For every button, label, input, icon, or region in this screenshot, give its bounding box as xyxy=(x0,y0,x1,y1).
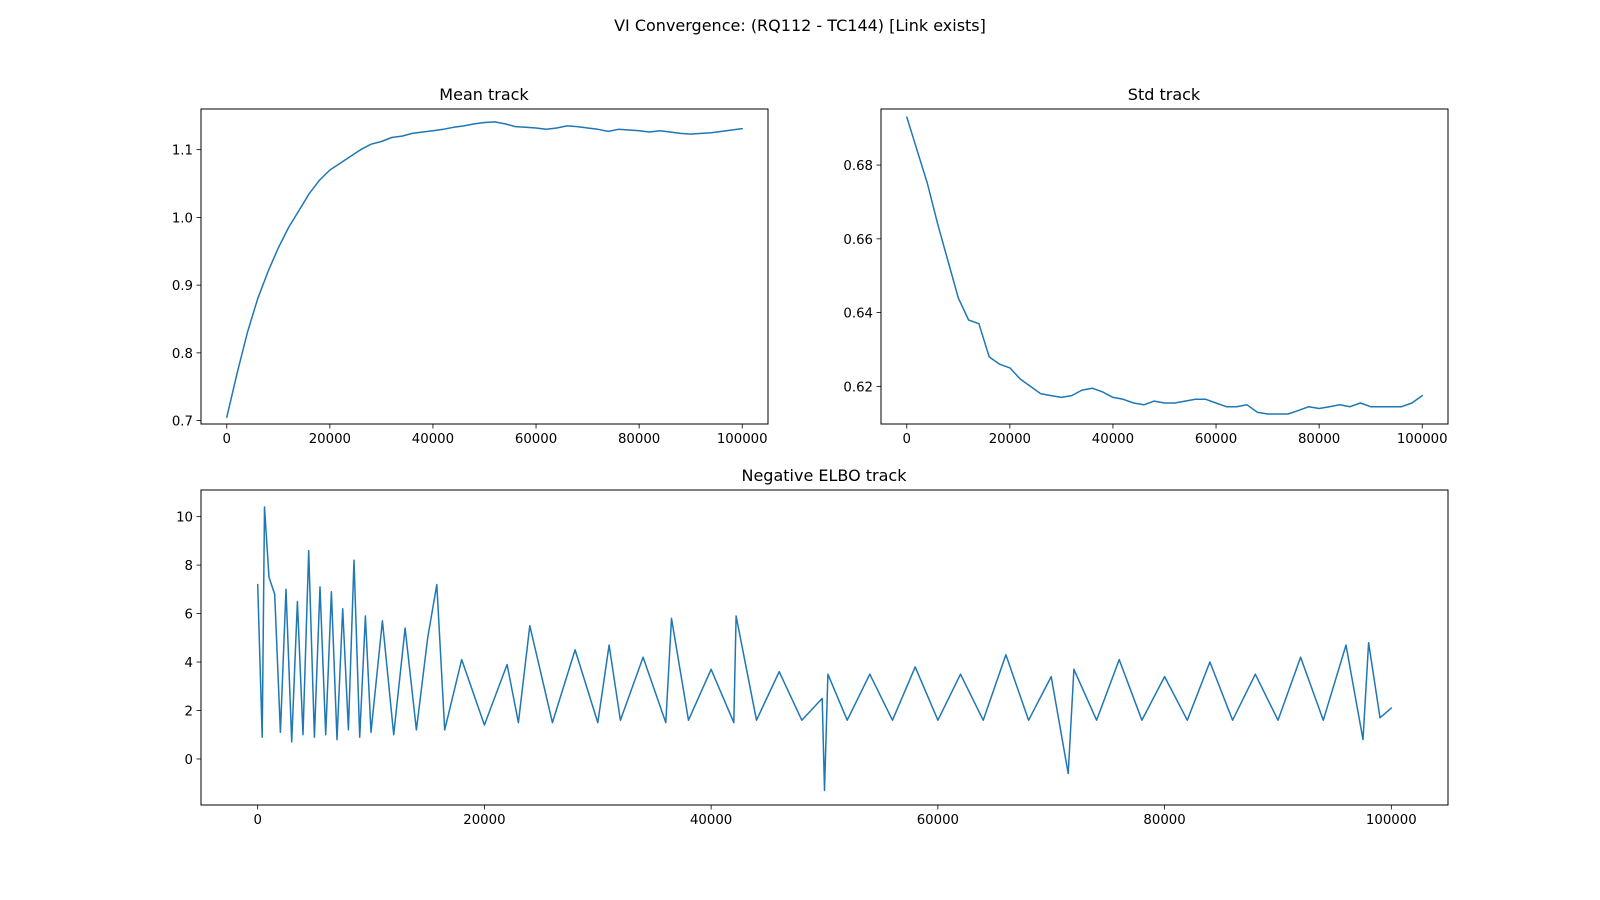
std-track-y-tick-label-1: 0.64 xyxy=(843,307,873,322)
negative-elbo-track-y-tick-label-2: 4 xyxy=(185,656,193,671)
std-track-x-tick-label-1: 20000 xyxy=(989,432,1031,447)
negative-elbo-track-x-tick-label-2: 40000 xyxy=(690,813,732,828)
std-track-x-tick-label-4: 80000 xyxy=(1298,432,1340,447)
std-track-axes: 0 20000 40000 60000 80000 100000 0.62 0.64 0.66 0… xyxy=(843,85,1449,447)
std-track-series-line-0 xyxy=(906,116,1423,415)
mean-track-axes: 0 20000 40000 60000 80000 100000 0.7 0.8 0.9 1.0 1… xyxy=(172,85,769,447)
mean-track-plot-area: 0 20000 40000 60000 80000 100000 0.7 0.8 0.9 1.0 1… xyxy=(172,108,769,447)
negative-elbo-track-axes: 0 20000 40000 60000 80000 100000 0 2 4 6 8 10 Negat… xyxy=(176,466,1449,828)
negative-elbo-track-x-tick-label-0: 0 xyxy=(253,813,261,828)
mean-track-x-tick-label-5: 100000 xyxy=(717,432,768,447)
std-track-title: Std track xyxy=(1128,85,1201,104)
std-track-y-tick-label-0: 0.62 xyxy=(843,380,873,395)
negative-elbo-track-title: Negative ELBO track xyxy=(741,466,907,485)
figure-title: VI Convergence: (RQ112 - TC144) [Link ex… xyxy=(614,16,986,35)
negative-elbo-track-frame xyxy=(200,489,1449,806)
mean-track-series-line-0 xyxy=(226,121,743,418)
mean-track-y-tick-label-4: 1.1 xyxy=(172,144,193,159)
mean-track-y-tick-label-0: 0.7 xyxy=(172,415,193,430)
mean-track-y-tick-label-2: 0.9 xyxy=(172,279,193,294)
std-track-y-tick-label-3: 0.68 xyxy=(843,159,873,174)
std-track-plot-area: 0 20000 40000 60000 80000 100000 0.62 0.64 0.66 0… xyxy=(843,108,1449,447)
std-track-frame xyxy=(880,108,1449,425)
mean-track-x-tick-label-2: 40000 xyxy=(412,432,454,447)
negative-elbo-track-y-tick-label-5: 10 xyxy=(176,511,193,526)
mean-track-x-tick-label-4: 80000 xyxy=(618,432,660,447)
mean-track-title: Mean track xyxy=(439,85,529,104)
negative-elbo-track-x-tick-label-5: 100000 xyxy=(1366,813,1417,828)
std-track-x-tick-label-3: 60000 xyxy=(1195,432,1237,447)
mean-track-x-tick-label-0: 0 xyxy=(223,432,231,447)
negative-elbo-track-y-tick-label-1: 2 xyxy=(185,705,193,720)
negative-elbo-track-x-tick-label-4: 80000 xyxy=(1143,813,1185,828)
mean-track-y-tick-label-3: 1.0 xyxy=(172,211,193,226)
std-track-x-tick-label-0: 0 xyxy=(903,432,911,447)
negative-elbo-track-y-tick-label-3: 6 xyxy=(185,608,193,623)
negative-elbo-track-y-tick-label-0: 0 xyxy=(185,753,193,768)
negative-elbo-track-x-tick-label-1: 20000 xyxy=(463,813,505,828)
mean-track-x-tick-label-3: 60000 xyxy=(515,432,557,447)
mean-track-x-tick-label-1: 20000 xyxy=(309,432,351,447)
mean-track-frame xyxy=(200,108,769,425)
negative-elbo-track-y-tick-label-4: 8 xyxy=(185,559,193,574)
negative-elbo-track-series-line-0 xyxy=(256,506,1393,792)
std-track-x-tick-label-2: 40000 xyxy=(1092,432,1134,447)
std-track-y-tick-label-2: 0.66 xyxy=(843,233,873,248)
std-track-x-tick-label-5: 100000 xyxy=(1397,432,1448,447)
negative-elbo-track-x-tick-label-3: 60000 xyxy=(917,813,959,828)
mean-track-y-tick-label-1: 0.8 xyxy=(172,347,193,362)
negative-elbo-track-plot-area: 0 20000 40000 60000 80000 100000 0 2 4 6 8 10 xyxy=(176,489,1449,828)
